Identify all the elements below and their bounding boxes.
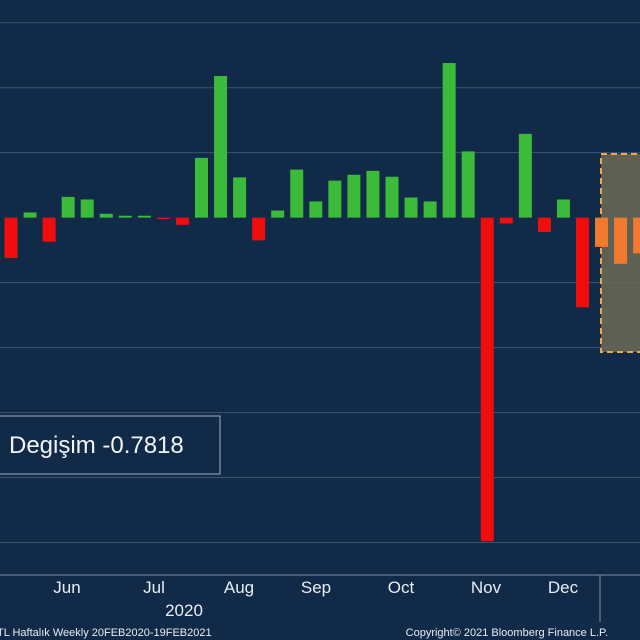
month-label: Dec xyxy=(548,578,579,597)
bar xyxy=(614,217,628,264)
month-label: Sep xyxy=(301,578,331,597)
bar xyxy=(518,133,532,218)
bar xyxy=(385,176,399,218)
annotation-box xyxy=(0,415,221,475)
bar xyxy=(99,213,113,218)
bar xyxy=(366,170,380,218)
month-label: Jun xyxy=(53,578,80,597)
month-label: Nov xyxy=(471,578,502,597)
bar xyxy=(576,217,589,308)
bar xyxy=(61,196,75,218)
bar xyxy=(442,63,456,218)
month-label: Oct xyxy=(388,578,415,597)
bar xyxy=(195,157,208,218)
grid xyxy=(0,22,640,544)
bar xyxy=(271,210,285,218)
bar xyxy=(404,197,418,218)
bar xyxy=(480,217,494,542)
bar xyxy=(118,215,132,218)
month-label: Aug xyxy=(224,578,254,597)
bar xyxy=(461,151,475,218)
bar xyxy=(309,201,323,218)
year-label: 2020 xyxy=(165,601,203,620)
bar xyxy=(252,217,266,241)
bar xyxy=(347,174,361,218)
bar xyxy=(423,201,437,218)
bar xyxy=(537,217,551,232)
bar xyxy=(23,212,37,218)
annotation: Degişim -0.7818 xyxy=(9,432,184,459)
bar xyxy=(175,217,189,225)
bar xyxy=(633,217,640,254)
month-labels: Jun Jul Aug Sep Oct Nov Dec xyxy=(53,578,578,597)
bar xyxy=(156,217,170,219)
bar xyxy=(137,215,151,218)
bar xyxy=(328,180,342,218)
bar xyxy=(290,169,304,218)
bar xyxy=(42,217,56,242)
bar xyxy=(556,199,570,218)
bar xyxy=(214,76,228,218)
month-label: Jul xyxy=(143,578,165,597)
bar xyxy=(4,217,18,258)
bar xyxy=(499,217,513,224)
bars xyxy=(4,63,640,542)
bar xyxy=(233,177,247,218)
bar xyxy=(595,217,609,247)
footer-left: TL Haftalık Weekly 20FEB2020-19FEB2021 xyxy=(0,627,212,639)
bar xyxy=(80,199,94,218)
footer-right: Copyright© 2021 Bloomberg Finance L.P. xyxy=(406,627,608,639)
